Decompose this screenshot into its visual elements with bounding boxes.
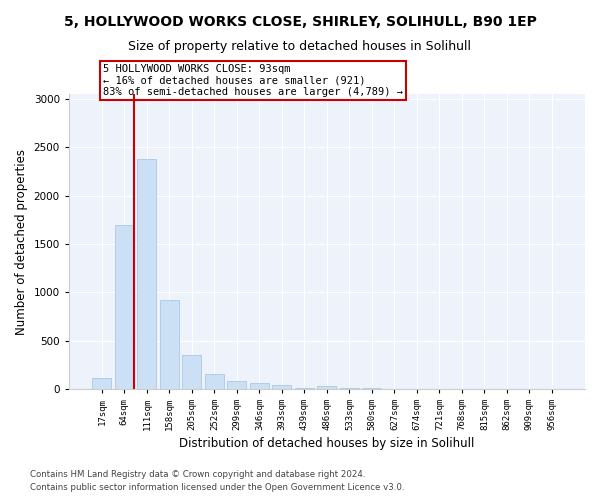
Text: 5, HOLLYWOOD WORKS CLOSE, SHIRLEY, SOLIHULL, B90 1EP: 5, HOLLYWOOD WORKS CLOSE, SHIRLEY, SOLIH… bbox=[64, 15, 536, 29]
Bar bbox=[227, 381, 247, 389]
Bar bbox=[160, 300, 179, 389]
Bar bbox=[317, 386, 337, 389]
Bar bbox=[205, 374, 224, 389]
Text: 5 HOLLYWOOD WORKS CLOSE: 93sqm
← 16% of detached houses are smaller (921)
83% of: 5 HOLLYWOOD WORKS CLOSE: 93sqm ← 16% of … bbox=[103, 64, 403, 98]
Bar bbox=[92, 378, 112, 389]
Bar bbox=[272, 385, 292, 389]
Bar bbox=[182, 355, 202, 389]
Y-axis label: Number of detached properties: Number of detached properties bbox=[15, 148, 28, 334]
Bar bbox=[115, 224, 134, 389]
Bar bbox=[250, 384, 269, 389]
Bar bbox=[137, 159, 157, 389]
Text: Contains HM Land Registry data © Crown copyright and database right 2024.
Contai: Contains HM Land Registry data © Crown c… bbox=[30, 470, 404, 492]
Text: Size of property relative to detached houses in Solihull: Size of property relative to detached ho… bbox=[128, 40, 472, 53]
X-axis label: Distribution of detached houses by size in Solihull: Distribution of detached houses by size … bbox=[179, 437, 475, 450]
